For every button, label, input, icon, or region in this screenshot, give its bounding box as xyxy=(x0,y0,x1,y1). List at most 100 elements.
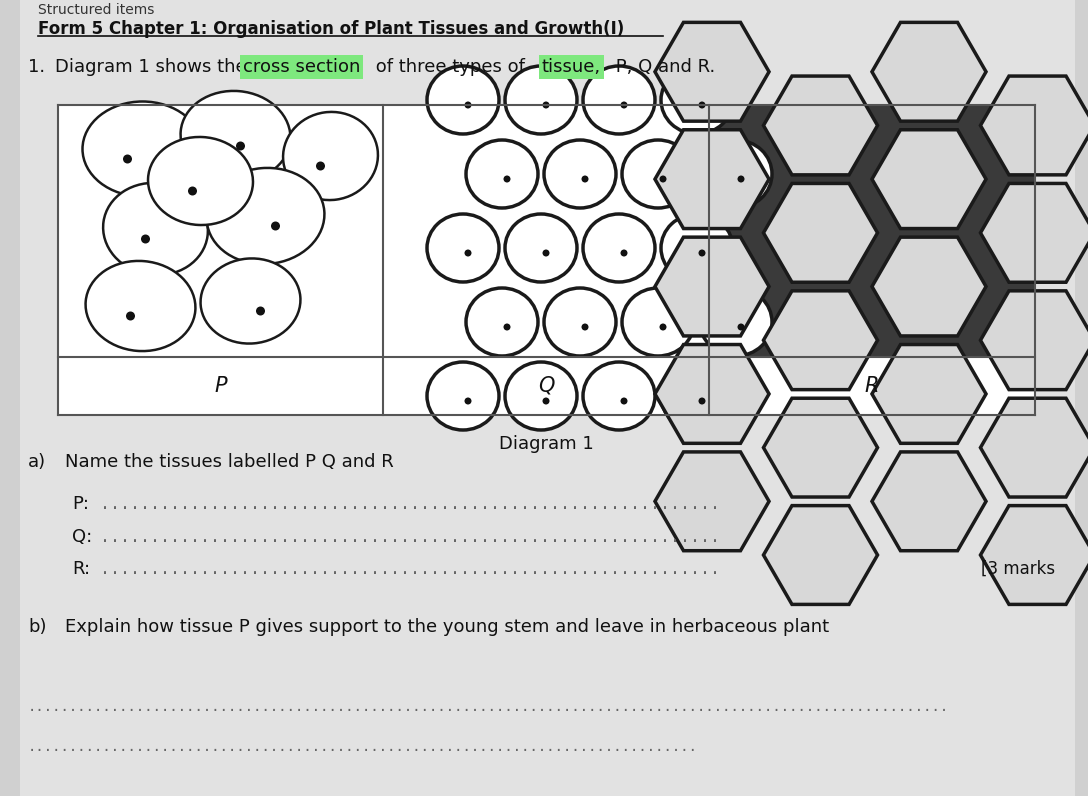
Polygon shape xyxy=(980,291,1088,389)
Ellipse shape xyxy=(181,91,290,181)
Polygon shape xyxy=(655,22,769,121)
Polygon shape xyxy=(655,130,769,228)
Polygon shape xyxy=(871,452,986,551)
Text: Diagram 1 shows the: Diagram 1 shows the xyxy=(55,58,252,76)
Ellipse shape xyxy=(283,112,378,200)
Ellipse shape xyxy=(700,288,772,356)
Text: ..............................................................: ........................................… xyxy=(100,560,720,578)
Ellipse shape xyxy=(426,66,499,134)
Ellipse shape xyxy=(543,397,549,404)
Ellipse shape xyxy=(505,362,577,430)
Ellipse shape xyxy=(504,175,510,182)
Text: Q: Q xyxy=(537,376,554,396)
Ellipse shape xyxy=(581,175,589,182)
Polygon shape xyxy=(764,398,878,497)
Ellipse shape xyxy=(659,175,667,182)
Text: R: R xyxy=(865,376,879,396)
Polygon shape xyxy=(980,183,1088,283)
Ellipse shape xyxy=(662,66,733,134)
Ellipse shape xyxy=(544,288,616,356)
Text: ................................................................................: ........................................… xyxy=(28,740,698,754)
Ellipse shape xyxy=(622,288,694,356)
Polygon shape xyxy=(764,505,878,604)
Ellipse shape xyxy=(738,323,744,330)
Ellipse shape xyxy=(738,175,744,182)
Ellipse shape xyxy=(465,102,471,108)
Text: P: P xyxy=(214,376,226,396)
Text: a): a) xyxy=(28,453,46,471)
Ellipse shape xyxy=(316,162,325,170)
Ellipse shape xyxy=(622,140,694,208)
Text: Q:: Q: xyxy=(72,528,92,546)
Text: Name the tissues labelled P Q and R: Name the tissues labelled P Q and R xyxy=(65,453,394,471)
Polygon shape xyxy=(980,76,1088,175)
Ellipse shape xyxy=(271,221,280,231)
Polygon shape xyxy=(871,345,986,443)
Polygon shape xyxy=(871,237,986,336)
Text: Form 5 Chapter 1: Organisation of Plant Tissues and Growth(I): Form 5 Chapter 1: Organisation of Plant … xyxy=(38,20,625,38)
Ellipse shape xyxy=(236,142,245,150)
Ellipse shape xyxy=(583,214,655,282)
Text: ..............................................................: ........................................… xyxy=(100,528,720,546)
Ellipse shape xyxy=(466,140,537,208)
Ellipse shape xyxy=(188,186,197,196)
Text: 1.: 1. xyxy=(28,58,45,76)
Text: of three types of: of three types of xyxy=(370,58,531,76)
Text: ..............................................................: ........................................… xyxy=(100,495,720,513)
Ellipse shape xyxy=(200,259,300,344)
Text: [3 marks: [3 marks xyxy=(981,560,1055,578)
Text: R:: R: xyxy=(72,560,90,578)
Polygon shape xyxy=(980,505,1088,604)
Ellipse shape xyxy=(465,249,471,256)
Ellipse shape xyxy=(543,102,549,108)
Ellipse shape xyxy=(583,66,655,134)
Ellipse shape xyxy=(700,140,772,208)
Ellipse shape xyxy=(662,362,733,430)
Ellipse shape xyxy=(86,261,196,351)
Ellipse shape xyxy=(141,235,150,244)
Polygon shape xyxy=(871,130,986,228)
Ellipse shape xyxy=(583,362,655,430)
Text: tissue,: tissue, xyxy=(542,58,602,76)
Ellipse shape xyxy=(659,323,667,330)
Text: ................................................................................: ........................................… xyxy=(28,700,949,714)
Ellipse shape xyxy=(581,323,589,330)
Polygon shape xyxy=(655,345,769,443)
Ellipse shape xyxy=(544,140,616,208)
Ellipse shape xyxy=(123,154,132,163)
Ellipse shape xyxy=(698,397,705,404)
Ellipse shape xyxy=(83,102,202,197)
Ellipse shape xyxy=(126,311,135,321)
Polygon shape xyxy=(764,76,878,175)
Ellipse shape xyxy=(698,102,705,108)
Ellipse shape xyxy=(426,362,499,430)
Text: b): b) xyxy=(28,618,47,636)
Ellipse shape xyxy=(466,288,537,356)
Ellipse shape xyxy=(465,397,471,404)
Text: Diagram 1: Diagram 1 xyxy=(499,435,594,453)
Polygon shape xyxy=(655,452,769,551)
Ellipse shape xyxy=(148,137,254,225)
Ellipse shape xyxy=(662,214,733,282)
Text: Explain how tissue P gives support to the young stem and leave in herbaceous pla: Explain how tissue P gives support to th… xyxy=(65,618,829,636)
Bar xyxy=(709,105,1035,357)
Polygon shape xyxy=(764,291,878,389)
Text: P, Q and R.: P, Q and R. xyxy=(610,58,715,76)
Polygon shape xyxy=(655,237,769,336)
Ellipse shape xyxy=(620,249,628,256)
Ellipse shape xyxy=(505,214,577,282)
Text: cross section: cross section xyxy=(243,58,360,76)
Ellipse shape xyxy=(543,249,549,256)
Ellipse shape xyxy=(698,249,705,256)
Polygon shape xyxy=(871,22,986,121)
Text: P:: P: xyxy=(72,495,89,513)
Ellipse shape xyxy=(103,183,208,275)
Ellipse shape xyxy=(207,168,324,264)
Polygon shape xyxy=(980,398,1088,497)
Bar xyxy=(58,105,1035,415)
Ellipse shape xyxy=(426,214,499,282)
Polygon shape xyxy=(764,183,878,283)
Text: Structured items: Structured items xyxy=(38,3,154,17)
Ellipse shape xyxy=(505,66,577,134)
Ellipse shape xyxy=(620,397,628,404)
